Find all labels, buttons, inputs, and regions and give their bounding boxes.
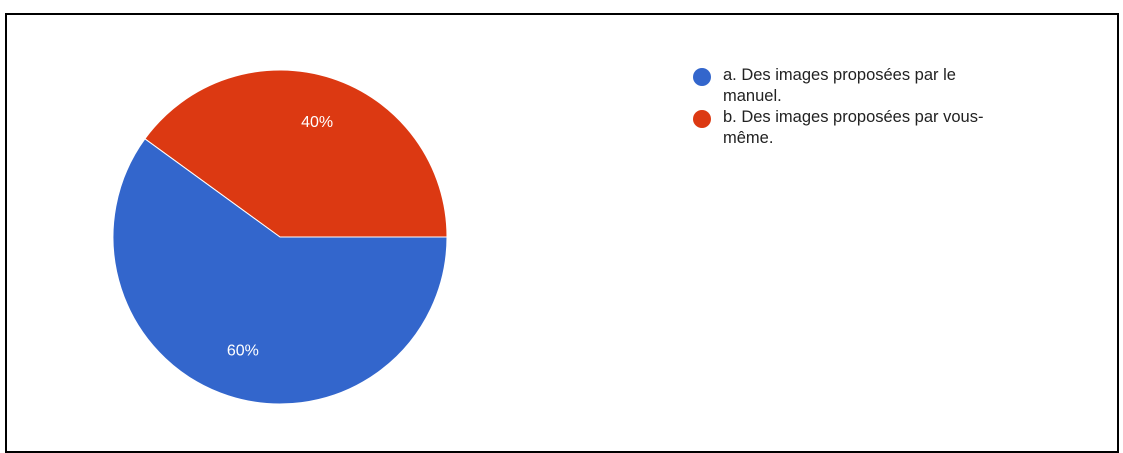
pie-labels: 40% 60%	[227, 114, 333, 360]
pie-slice-0	[112, 138, 448, 405]
chart-legend: a. Des images proposées par le manuel. b…	[693, 65, 1073, 149]
legend-label-b-line2: même.	[723, 129, 774, 147]
pie-slices	[112, 69, 448, 405]
legend-dot-b	[693, 110, 711, 128]
legend-item-b: b. Des images proposées par vous- même.	[693, 107, 1073, 149]
legend-label-a-line2: manuel.	[723, 87, 782, 105]
pie-label-1: 40%	[301, 114, 333, 131]
legend-label-b-line1: b. Des images proposées par vous-	[723, 108, 984, 126]
pie-chart: 40% 60%	[112, 69, 448, 405]
pie-label-0: 60%	[227, 343, 259, 360]
pie-slice-1	[144, 69, 448, 238]
legend-dot-a	[693, 68, 711, 86]
legend-item-a: a. Des images proposées par le manuel.	[693, 65, 1073, 107]
legend-label-a-line1: a. Des images proposées par le	[723, 66, 956, 84]
